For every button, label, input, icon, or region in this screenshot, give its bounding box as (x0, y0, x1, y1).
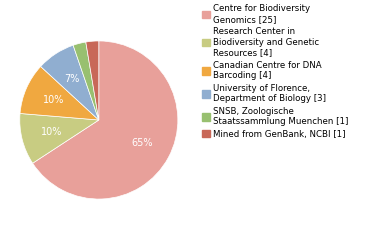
Text: 65%: 65% (131, 138, 153, 148)
Text: 10%: 10% (43, 95, 65, 105)
Wedge shape (20, 66, 99, 120)
Wedge shape (33, 41, 178, 199)
Text: 7%: 7% (64, 74, 80, 84)
Wedge shape (20, 114, 99, 163)
Wedge shape (73, 42, 99, 120)
Legend: Centre for Biodiversity
Genomics [25], Research Center in
Biodiversity and Genet: Centre for Biodiversity Genomics [25], R… (202, 4, 348, 139)
Wedge shape (41, 45, 99, 120)
Text: 10%: 10% (41, 127, 62, 137)
Wedge shape (86, 41, 99, 120)
